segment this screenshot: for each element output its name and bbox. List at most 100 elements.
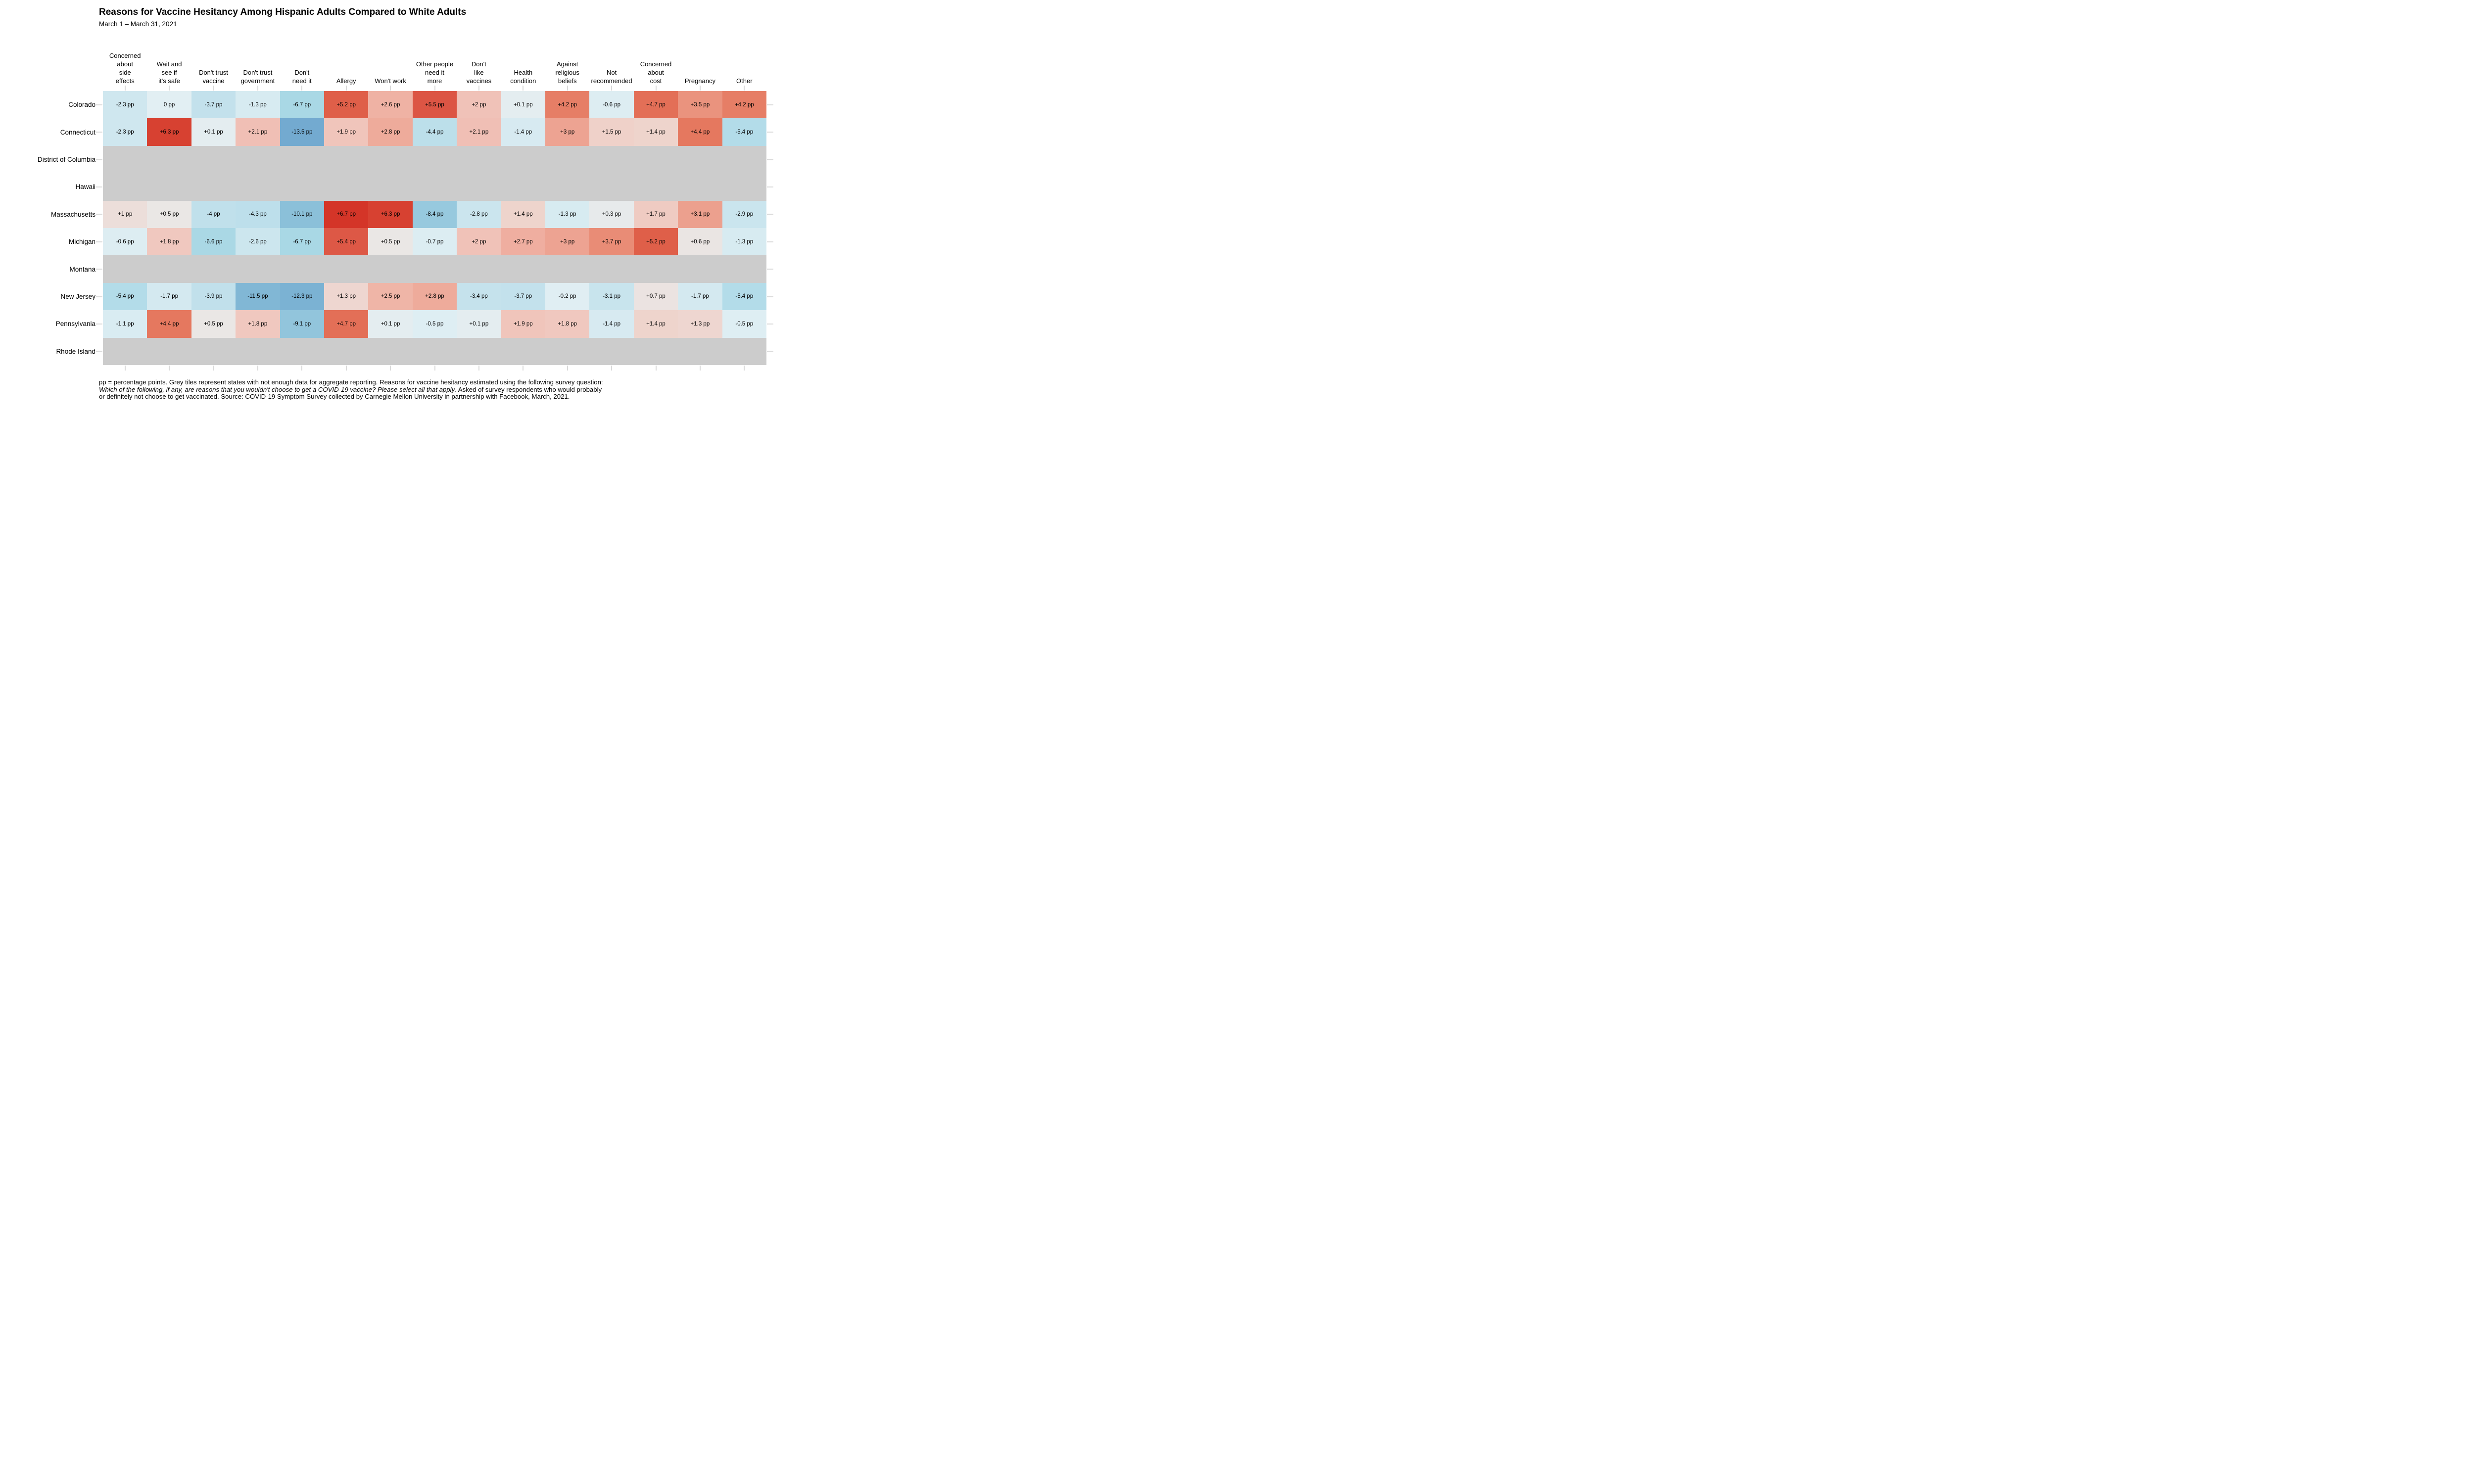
axis-tick: [96, 132, 102, 133]
heatmap-cell: -9.1 pp: [280, 310, 324, 338]
heatmap-cell-missing: [103, 337, 147, 365]
axis-tick: [96, 214, 102, 215]
heatmap-cell: +0.7 pp: [633, 282, 678, 311]
heatmap-cell: -3.4 pp: [457, 282, 501, 311]
axis-tick: [478, 86, 479, 91]
axis-tick: [611, 366, 612, 371]
heatmap-cell-missing: [147, 173, 191, 201]
row-label-0: Colorado: [68, 101, 95, 109]
axis-tick: [301, 366, 302, 371]
heatmap-cell: -8.4 pp: [412, 200, 457, 228]
heatmap-cell-missing: [191, 173, 236, 201]
heatmap-cell: +4.7 pp: [324, 310, 369, 338]
heatmap-cell: -3.7 pp: [191, 91, 236, 119]
heatmap-cell-missing: [147, 337, 191, 365]
heatmap-cell-missing: [236, 145, 280, 174]
column-header-2: Don't trust vaccine: [199, 69, 228, 85]
heatmap-cell: -0.7 pp: [412, 228, 457, 256]
heatmap-cell: -1.7 pp: [147, 282, 191, 311]
heatmap-cell-missing: [457, 173, 501, 201]
heatmap-cell-missing: [368, 255, 413, 283]
axis-tick: [611, 86, 612, 91]
axis-tick: [767, 296, 773, 297]
axis-tick: [346, 366, 347, 371]
heatmap-cell: -3.9 pp: [191, 282, 236, 311]
heatmap-cell: +0.3 pp: [589, 200, 634, 228]
vaccine-hesitancy-heatmap: Reasons for Vaccine Hesitancy Among Hisp…: [0, 0, 776, 408]
heatmap-cell: -0.5 pp: [412, 310, 457, 338]
column-header-12: Concerned about cost: [640, 60, 672, 85]
heatmap-cell-missing: [280, 337, 324, 365]
heatmap-cell-missing: [501, 173, 545, 201]
heatmap-cell: -10.1 pp: [280, 200, 324, 228]
heatmap-cell-missing: [722, 173, 766, 201]
heatmap-cell: +6.3 pp: [368, 200, 413, 228]
chart-subtitle: March 1 – March 31, 2021: [99, 20, 177, 28]
heatmap-cell-missing: [545, 337, 590, 365]
heatmap-panel: -2.3 pp 0 pp -3.7 pp -1.3 pp -6.7 pp +5.2 pp +…: [103, 91, 766, 365]
heatmap-cell: +1.3 pp: [324, 282, 369, 311]
heatmap-cell: -0.6 pp: [589, 91, 634, 119]
heatmap-cell: +4.2 pp: [722, 91, 766, 119]
row-label-7: New Jersey: [60, 292, 95, 300]
column-header-13: Pregnancy: [684, 77, 715, 85]
heatmap-cell-missing: [191, 337, 236, 365]
heatmap-cell: +2.8 pp: [412, 282, 457, 311]
axis-tick: [767, 104, 773, 105]
heatmap-cell-missing: [280, 173, 324, 201]
heatmap-cell: +4.2 pp: [545, 91, 590, 119]
heatmap-cell-missing: [147, 145, 191, 174]
axis-tick: [390, 366, 391, 371]
row-label-3: Hawaii: [75, 183, 95, 191]
axis-tick: [434, 366, 435, 371]
heatmap-cell: -2.3 pp: [103, 91, 147, 119]
column-header-10: Against religious beliefs: [555, 60, 579, 85]
footnote: pp = percentage points. Grey tiles repre…: [99, 378, 757, 401]
axis-tick: [744, 86, 745, 91]
footnote-line-2: Which of the following, if any, are reas…: [99, 386, 757, 394]
heatmap-cell: +0.5 pp: [368, 228, 413, 256]
heatmap-cell: -2.8 pp: [457, 200, 501, 228]
heatmap-cell: +3.5 pp: [678, 91, 722, 119]
heatmap-cell: +4.4 pp: [147, 310, 191, 338]
heatmap-cell: +6.3 pp: [147, 118, 191, 146]
row-label-1: Connecticut: [60, 128, 95, 136]
heatmap-cell: +2 pp: [457, 228, 501, 256]
heatmap-cell: -6.7 pp: [280, 228, 324, 256]
heatmap-cell-missing: [545, 145, 590, 174]
heatmap-cell: -12.3 pp: [280, 282, 324, 311]
axis-tick: [767, 269, 773, 270]
axis-tick: [96, 351, 102, 352]
heatmap-cell-missing: [412, 255, 457, 283]
heatmap-cell-missing: [324, 173, 369, 201]
axis-tick: [96, 241, 102, 242]
axis-tick: [656, 86, 657, 91]
axis-tick: [767, 159, 773, 160]
footnote-line-2-rest: . Asked of survey respondents who would …: [455, 385, 602, 393]
heatmap-cell-missing: [368, 145, 413, 174]
axis-tick: [169, 366, 170, 371]
axis-tick: [767, 351, 773, 352]
heatmap-cell-missing: [722, 337, 766, 365]
heatmap-cell-missing: [457, 255, 501, 283]
heatmap-cell-missing: [412, 173, 457, 201]
column-header-6: Won't work: [375, 77, 406, 85]
heatmap-cell: +1.4 pp: [633, 310, 678, 338]
column-header-5: Allergy: [336, 77, 356, 85]
axis-tick: [478, 366, 479, 371]
chart-title: Reasons for Vaccine Hesitancy Among Hisp…: [99, 7, 467, 17]
heatmap-cell: 0 pp: [147, 91, 191, 119]
row-label-4: Massachusetts: [50, 210, 95, 218]
heatmap-cell: +5.4 pp: [324, 228, 369, 256]
axis-tick: [96, 186, 102, 187]
heatmap-cell: -1.3 pp: [236, 91, 280, 119]
column-header-0: Concerned about side effects: [109, 52, 141, 85]
axis-tick: [96, 104, 102, 105]
axis-tick: [767, 214, 773, 215]
column-header-11: Not recommended: [591, 69, 632, 85]
heatmap-cell-missing: [324, 255, 369, 283]
heatmap-cell: +5.2 pp: [324, 91, 369, 119]
heatmap-cell: -4.4 pp: [412, 118, 457, 146]
column-header-1: Wait and see if it's safe: [156, 60, 182, 85]
axis-tick: [434, 86, 435, 91]
